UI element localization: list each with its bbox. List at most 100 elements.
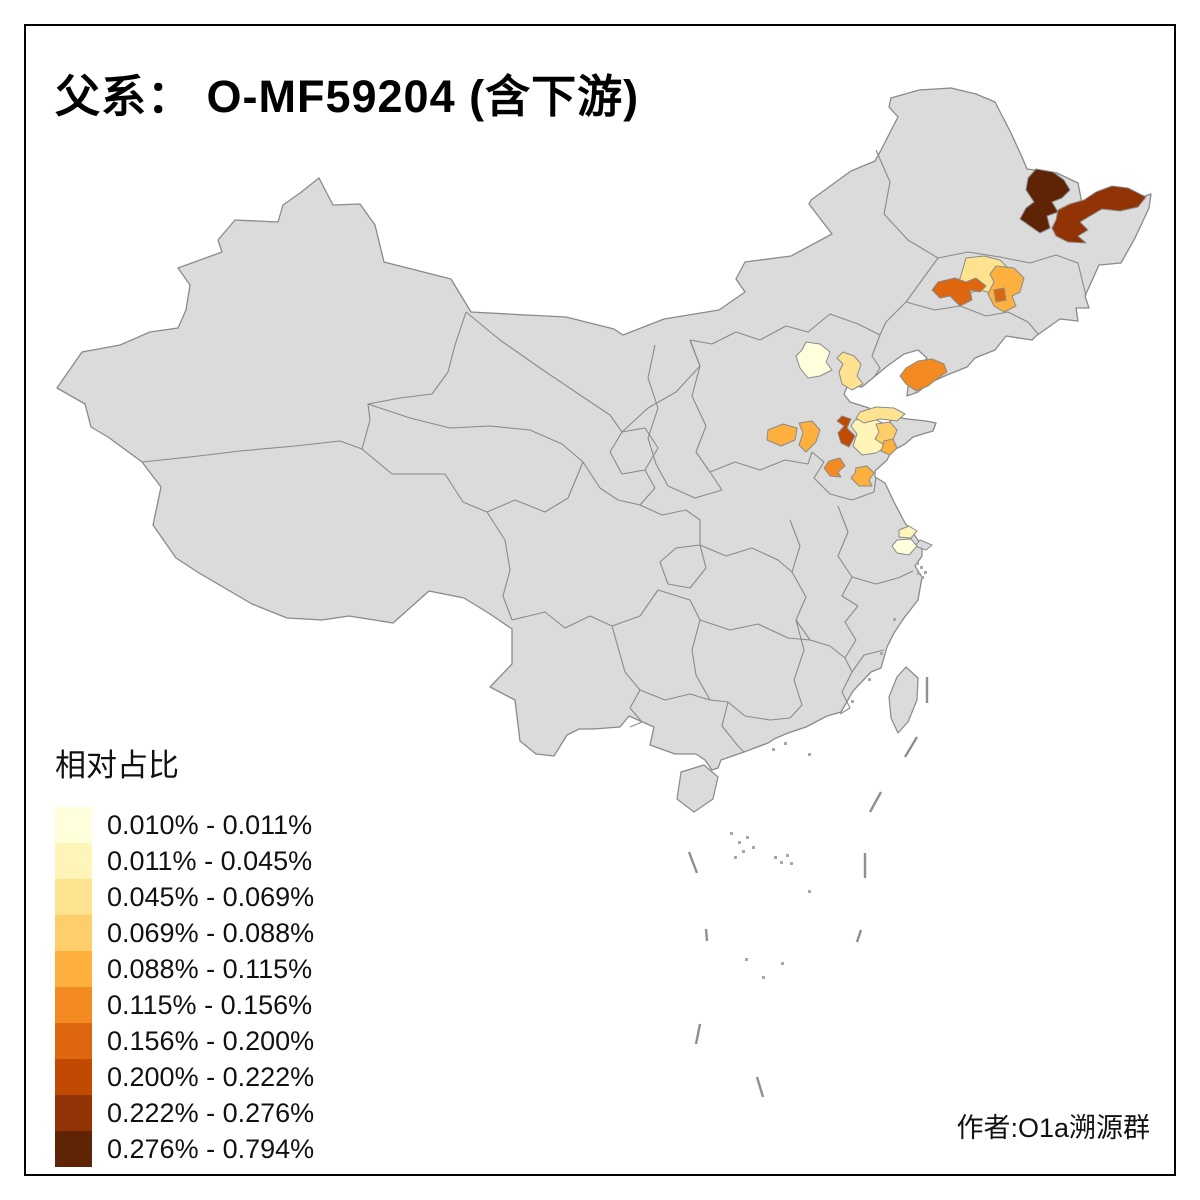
region-jilin-west bbox=[993, 287, 1007, 303]
small-island-speck bbox=[916, 562, 919, 565]
small-island-speck bbox=[880, 652, 883, 655]
small-island-speck bbox=[772, 748, 775, 751]
province-boundary bbox=[839, 605, 859, 715]
province-boundary bbox=[361, 311, 467, 450]
region-shandong-orange-s bbox=[880, 438, 898, 456]
small-island-speck bbox=[924, 571, 927, 574]
sea-boundary-dash bbox=[855, 929, 863, 943]
small-island-speck bbox=[746, 836, 749, 839]
legend-rows: 0.010% - 0.011% 0.011% - 0.045% 0.045% -… bbox=[55, 807, 314, 1167]
legend-label: 0.011% - 0.045% bbox=[107, 845, 313, 876]
legend-swatch bbox=[55, 807, 92, 843]
small-island-speck bbox=[774, 856, 777, 859]
small-island-speck bbox=[752, 846, 755, 849]
province-boundary bbox=[789, 519, 811, 641]
legend-swatch bbox=[55, 915, 92, 951]
small-island-speck bbox=[730, 832, 733, 835]
small-island-speck bbox=[780, 861, 783, 864]
province-boundary bbox=[465, 311, 623, 433]
legend-swatch bbox=[55, 951, 92, 987]
province-boundary bbox=[905, 301, 1039, 335]
region-jilin-west bbox=[931, 277, 987, 307]
province-boundary bbox=[361, 448, 488, 513]
legend-row: 0.222% - 0.276% bbox=[55, 1095, 314, 1131]
small-island-speck bbox=[808, 890, 811, 893]
province-boundary bbox=[727, 701, 791, 721]
hainan-island bbox=[676, 764, 719, 813]
legend-swatch bbox=[55, 1131, 92, 1167]
legend-label: 0.010% - 0.011% bbox=[107, 809, 313, 840]
province-boundary bbox=[875, 149, 939, 259]
region-shandong-north bbox=[855, 406, 906, 424]
legend-row: 0.115% - 0.156% bbox=[55, 987, 314, 1023]
small-island-speck bbox=[781, 962, 784, 965]
province-boundary bbox=[721, 701, 745, 753]
legend-row: 0.156% - 0.200% bbox=[55, 1023, 314, 1059]
legend-swatch bbox=[55, 879, 92, 915]
small-island-speck bbox=[784, 742, 787, 745]
region-shandong-coast bbox=[899, 358, 948, 392]
small-island-speck bbox=[734, 856, 737, 859]
legend-row: 0.010% - 0.011% bbox=[55, 807, 314, 843]
region-jining bbox=[823, 457, 846, 478]
small-island-speck bbox=[786, 854, 789, 857]
province-boundary bbox=[629, 689, 643, 728]
legend-row: 0.200% - 0.222% bbox=[55, 1059, 314, 1095]
sea-boundary-dash bbox=[903, 736, 919, 758]
chongming-island bbox=[914, 539, 933, 551]
sea-boundary-dash bbox=[755, 1076, 765, 1098]
small-island-speck bbox=[921, 576, 924, 579]
province-boundary bbox=[709, 451, 813, 473]
province-boundary bbox=[659, 544, 707, 589]
legend-label: 0.115% - 0.156% bbox=[107, 989, 313, 1020]
small-island-speck bbox=[917, 572, 920, 575]
small-island-speck bbox=[742, 850, 745, 853]
region-linyi bbox=[850, 465, 875, 487]
legend-label: 0.156% - 0.200% bbox=[107, 1025, 315, 1056]
region-suzhou bbox=[891, 538, 918, 556]
mainland-outline bbox=[56, 87, 1152, 771]
region-beijing bbox=[795, 341, 833, 379]
province-boundary bbox=[837, 505, 859, 607]
sea-boundary-dash bbox=[868, 791, 883, 813]
legend-label: 0.045% - 0.069% bbox=[107, 881, 315, 912]
province-boundary bbox=[511, 589, 659, 629]
region-heilongjiang-e bbox=[1051, 185, 1147, 244]
legend-swatch bbox=[55, 987, 92, 1023]
page-title: 父系： O-MF59204 (含下游) bbox=[55, 71, 640, 122]
legend-label: 0.200% - 0.222% bbox=[107, 1061, 315, 1092]
legend-label: 0.069% - 0.088% bbox=[107, 917, 315, 948]
legend-row: 0.276% - 0.794% bbox=[55, 1131, 314, 1167]
province-boundary bbox=[367, 403, 584, 463]
province-boundary bbox=[699, 544, 793, 573]
province-boundary bbox=[699, 619, 811, 641]
province-boundary bbox=[582, 461, 656, 506]
taiwan-island bbox=[888, 666, 919, 734]
province-boundary bbox=[809, 639, 846, 659]
small-island-speck bbox=[745, 958, 748, 961]
small-island-speck bbox=[920, 566, 923, 569]
province-boundary bbox=[937, 251, 1087, 297]
legend-swatch bbox=[55, 843, 92, 879]
region-jinan bbox=[836, 415, 856, 448]
small-island-speck bbox=[868, 678, 871, 681]
province-boundary bbox=[486, 461, 584, 513]
legend-label: 0.088% - 0.115% bbox=[107, 953, 313, 984]
region-hebei-s-1 bbox=[766, 423, 798, 447]
region-heilongjiang-nw bbox=[1019, 168, 1071, 234]
province-boundary bbox=[141, 440, 363, 463]
legend-title: 相对占比 bbox=[55, 748, 179, 783]
legend-swatch bbox=[55, 1059, 92, 1095]
attribution-text: 作者:O1a溯源群 bbox=[956, 1113, 1150, 1143]
region-hebei-s-2 bbox=[798, 420, 821, 453]
small-island-speck bbox=[851, 700, 854, 703]
sea-boundary-dash bbox=[694, 1023, 702, 1045]
region-tianjin bbox=[836, 351, 864, 391]
province-boundary bbox=[689, 313, 881, 345]
legend-row: 0.069% - 0.088% bbox=[55, 915, 314, 951]
province-boundary bbox=[851, 649, 885, 673]
legend-label: 0.276% - 0.794% bbox=[107, 1133, 315, 1164]
legend-row: 0.011% - 0.045% bbox=[55, 843, 314, 879]
